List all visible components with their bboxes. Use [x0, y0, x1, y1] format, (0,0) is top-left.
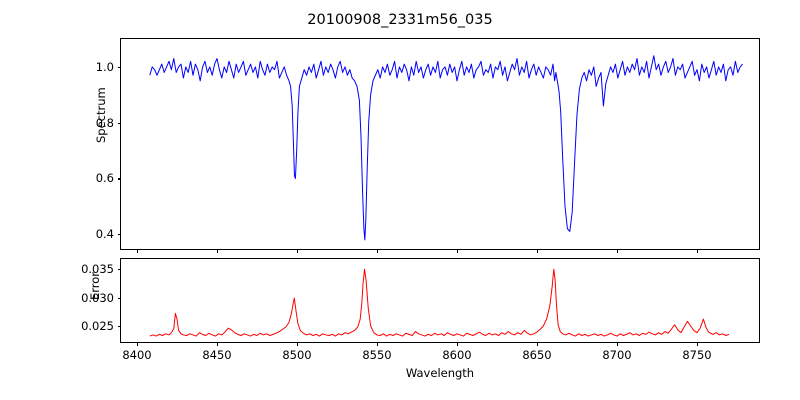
y-tick-mark	[117, 234, 121, 236]
spectrum-line	[149, 55, 743, 241]
error-line	[149, 268, 730, 337]
y-tick-mark	[117, 66, 121, 68]
x-tick-mark	[537, 342, 539, 346]
y-tick-mark	[117, 325, 121, 327]
x-tick-label: 8450	[202, 348, 232, 362]
x-tick-label: 8700	[602, 348, 632, 362]
x-tick-mark	[377, 249, 379, 253]
y-tick-label: 0.8	[95, 115, 114, 130]
x-tick-mark	[297, 249, 299, 253]
x-tick-mark	[617, 342, 619, 346]
y-tick-label: 1.0	[95, 59, 114, 74]
x-tick-label: 8400	[122, 348, 152, 362]
x-tick-label: 8650	[522, 348, 552, 362]
figure-title: 20100908_2331m56_035	[307, 12, 493, 28]
x-tick-mark	[137, 249, 139, 253]
y-tick-label: 0.025	[81, 318, 114, 333]
y-tick-mark	[117, 122, 121, 124]
x-tick-mark	[137, 342, 139, 346]
x-tick-mark	[457, 342, 459, 346]
x-tick-label: 8600	[442, 348, 472, 362]
x-tick-mark	[537, 249, 539, 253]
x-tick-mark	[217, 249, 219, 253]
x-tick-mark	[377, 342, 379, 346]
x-axis-label: Wavelength	[405, 366, 475, 380]
x-tick-label: 8750	[682, 348, 712, 362]
x-tick-mark	[457, 249, 459, 253]
error-plot-area	[149, 268, 730, 337]
y-tick-label: 0.4	[95, 227, 114, 242]
x-tick-label: 8500	[282, 348, 312, 362]
x-tick-mark	[217, 342, 219, 346]
spectrum-axes: 0.4 0.6 0.8 1.0 Spectrum	[94, 38, 760, 253]
y-tick-mark	[117, 297, 121, 299]
x-tick-mark	[697, 342, 699, 346]
y-tick-mark	[117, 269, 121, 271]
spectrum-plot-area	[149, 55, 743, 241]
x-tick-mark	[297, 342, 299, 346]
x-tick-mark	[617, 249, 619, 253]
x-tick-mark	[697, 249, 699, 253]
error-axes: 0.025 0.030 0.035 8400 8450 8500 8550 8600 8650…	[81, 258, 760, 362]
y-tick-label: 0.6	[95, 171, 114, 186]
y-tick-mark	[117, 178, 121, 180]
y-tick-label: 0.030	[81, 290, 114, 305]
x-tick-label: 8550	[362, 348, 392, 362]
y-tick-label: 0.035	[81, 262, 114, 277]
